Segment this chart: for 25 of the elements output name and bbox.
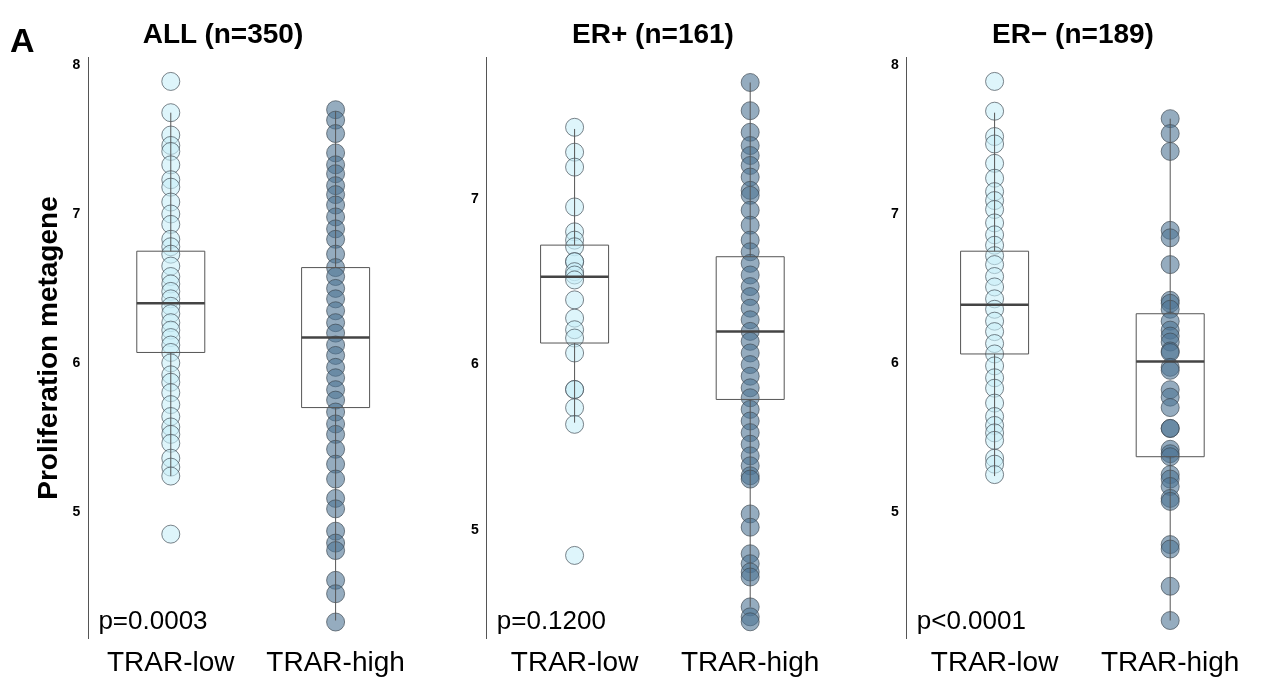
x-tick-label: TRAR-high xyxy=(1100,645,1240,677)
y-axis-title: Proliferation metagene xyxy=(31,196,63,500)
y-tick-label: 7 xyxy=(890,204,899,221)
y-tick-label: 8 xyxy=(890,55,899,72)
x-tick-label: TRAR-high xyxy=(680,645,820,677)
y-tick-label: 7 xyxy=(470,189,479,206)
y-tick-label: 5 xyxy=(72,502,81,519)
y-tick-label: 6 xyxy=(470,355,479,372)
y-tick-label: 5 xyxy=(890,502,899,519)
y-tick-label: 6 xyxy=(72,353,81,370)
chart-title: ALL (n=350) xyxy=(142,17,304,49)
annotation: p<0.0001 xyxy=(916,604,1026,635)
x-tick-label: TRAR-low xyxy=(930,645,1060,677)
chart-title: ER+ (n=161) xyxy=(572,17,734,49)
x-tick-label: TRAR-high xyxy=(266,645,405,677)
y-tick-label: 8 xyxy=(72,55,81,72)
text: A xyxy=(10,21,35,60)
x-tick-label: TRAR-low xyxy=(107,645,236,677)
y-tick-label: 6 xyxy=(890,353,899,370)
annotation: p=0.1200 xyxy=(496,604,606,635)
x-tick-label: TRAR-low xyxy=(510,645,640,677)
chart-title: ER− (n=189) xyxy=(992,17,1154,49)
y-tick-label: 5 xyxy=(470,521,479,538)
y-tick-label: 7 xyxy=(72,204,81,221)
annotation: p=0.0003 xyxy=(98,604,208,635)
